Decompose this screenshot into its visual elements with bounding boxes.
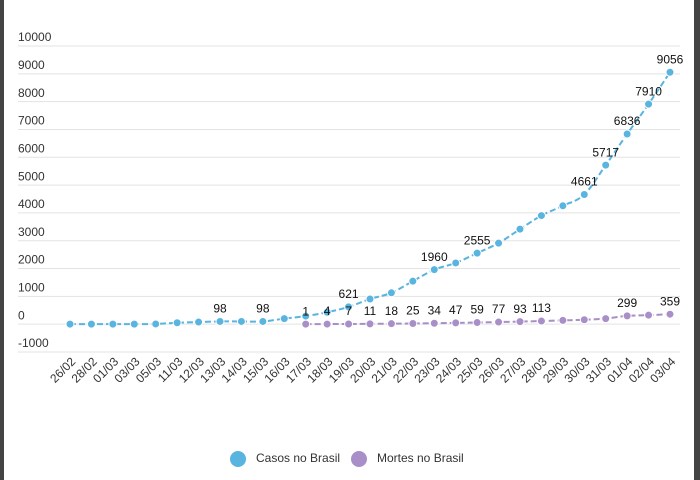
- point: [451, 318, 461, 328]
- data-label: 98: [213, 302, 227, 316]
- point: [236, 316, 246, 326]
- data-label: 113: [532, 301, 551, 315]
- point: [279, 314, 289, 324]
- data-label: 7910: [635, 84, 662, 98]
- data-label: 4661: [571, 175, 598, 189]
- data-label: 93: [513, 302, 527, 316]
- y-tick-label: 2000: [18, 253, 45, 267]
- point: [301, 319, 311, 329]
- point: [194, 317, 204, 327]
- data-label: 59: [470, 303, 484, 317]
- point: [344, 319, 354, 329]
- point: [429, 318, 439, 328]
- legend-swatch: [351, 451, 367, 467]
- point: [344, 302, 354, 312]
- y-tick-label: -1000: [18, 336, 49, 350]
- legend-label: Mortes no Brasil: [377, 451, 464, 465]
- data-label: 9056: [657, 52, 684, 66]
- point: [644, 310, 654, 320]
- data-label: 25: [406, 304, 420, 318]
- point: [622, 129, 632, 139]
- data-label: 98: [256, 302, 270, 316]
- point: [665, 67, 675, 77]
- legend-label: Casos no Brasil: [256, 451, 340, 465]
- y-tick-label: 0: [18, 308, 25, 322]
- point: [665, 309, 675, 319]
- y-tick-label: 6000: [18, 141, 45, 155]
- point: [365, 319, 375, 329]
- point: [515, 317, 525, 327]
- point: [494, 317, 504, 327]
- point: [65, 319, 75, 329]
- point: [151, 319, 161, 329]
- y-tick-label: 5000: [18, 169, 45, 183]
- point: [536, 211, 546, 221]
- data-label: 47: [449, 303, 463, 317]
- point: [494, 238, 504, 248]
- point: [365, 294, 375, 304]
- y-tick-label: 8000: [18, 86, 45, 100]
- point: [579, 315, 589, 325]
- point: [322, 307, 332, 317]
- point: [622, 311, 632, 321]
- point: [644, 99, 654, 109]
- x-tick-label: 03/04: [647, 354, 678, 385]
- data-label: 4: [324, 304, 331, 318]
- data-label: 5717: [592, 145, 619, 159]
- point: [322, 319, 332, 329]
- point: [408, 318, 418, 328]
- data-label: 7: [345, 304, 352, 318]
- point: [108, 319, 118, 329]
- point: [558, 201, 568, 211]
- data-label: 359: [660, 294, 680, 308]
- point: [536, 316, 546, 326]
- point: [258, 316, 268, 326]
- data-label: 6836: [614, 114, 641, 128]
- point: [515, 224, 525, 234]
- data-label: 2555: [464, 233, 491, 247]
- y-tick-label: 4000: [18, 197, 45, 211]
- series-line: [305, 313, 671, 326]
- point: [408, 276, 418, 286]
- data-label: 11: [364, 304, 377, 318]
- data-label: 77: [492, 302, 506, 316]
- data-label: 1: [302, 304, 309, 318]
- point: [215, 316, 225, 326]
- point: [429, 265, 439, 275]
- y-tick-label: 3000: [18, 225, 45, 239]
- y-tick-label: 9000: [18, 58, 45, 72]
- point: [86, 319, 96, 329]
- data-label: 18: [385, 304, 399, 318]
- point: [472, 318, 482, 328]
- series-line: [69, 71, 671, 326]
- data-label: 299: [617, 296, 637, 310]
- data-label: 1960: [421, 250, 448, 264]
- point: [172, 318, 182, 328]
- point: [386, 288, 396, 298]
- legend-swatch: [230, 451, 246, 467]
- point: [579, 190, 589, 200]
- data-label: 34: [428, 303, 442, 317]
- left-edge: [0, 0, 4, 480]
- point: [386, 319, 396, 329]
- y-tick-label: 7000: [18, 114, 45, 128]
- point: [601, 160, 611, 170]
- y-tick-label: 10000: [18, 30, 52, 44]
- point: [129, 319, 139, 329]
- data-label: 621: [339, 287, 359, 301]
- y-tick-label: 1000: [18, 281, 45, 295]
- point: [472, 248, 482, 258]
- point: [558, 315, 568, 325]
- point: [601, 314, 611, 324]
- right-edge: [694, 0, 700, 480]
- point: [451, 258, 461, 268]
